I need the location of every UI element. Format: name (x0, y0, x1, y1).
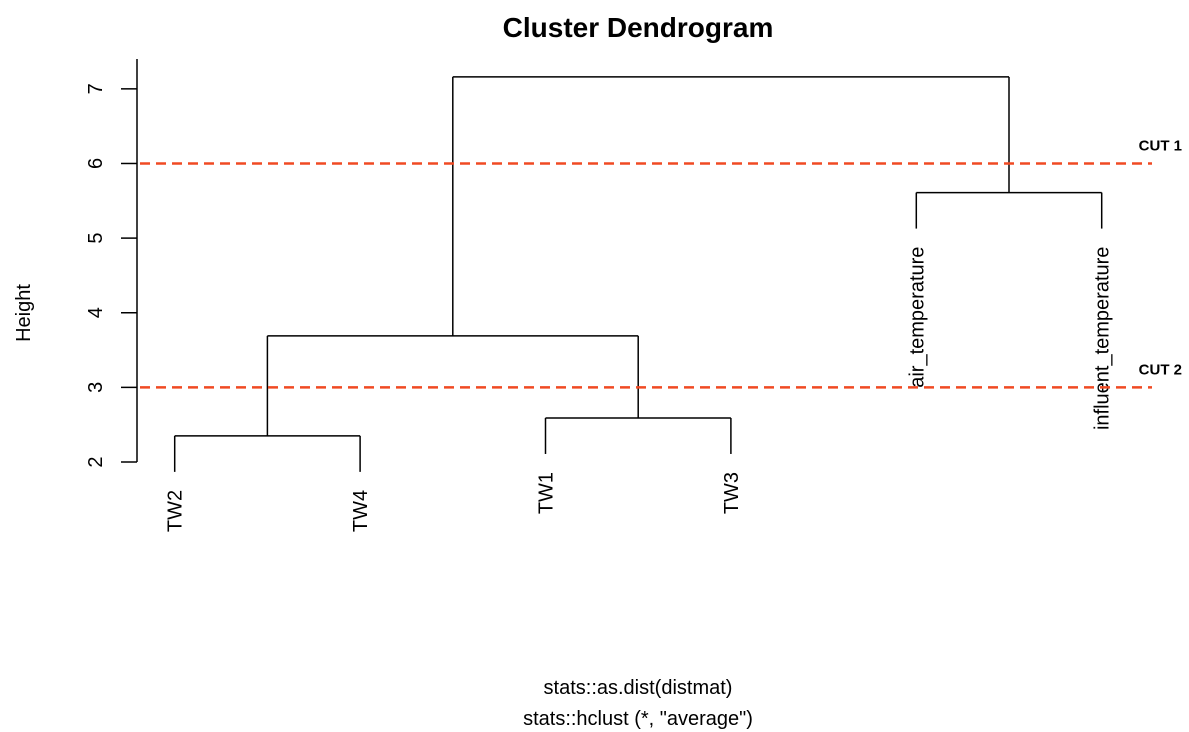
cut-label: CUT 1 (1139, 137, 1182, 154)
y-tick-label: 6 (85, 158, 107, 169)
chart-title: Cluster Dendrogram (503, 12, 774, 43)
y-tick-label: 5 (85, 233, 107, 244)
y-axis-label: Height (13, 284, 35, 342)
leaf-label: TW4 (350, 490, 372, 532)
leaf-label: TW2 (165, 490, 187, 532)
y-tick-label: 7 (85, 83, 107, 94)
leaf-label: TW3 (721, 472, 743, 514)
leaf-label: influent_temperature (1092, 247, 1114, 430)
cut-label: CUT 2 (1139, 361, 1182, 378)
x-axis-label: stats::hclust (*, "average") (523, 708, 753, 730)
leaf-label: air_temperature (906, 247, 928, 388)
x-axis-label: stats::as.dist(distmat) (544, 677, 733, 699)
y-tick-label: 2 (85, 456, 107, 467)
y-tick-label: 3 (85, 382, 107, 393)
leaf-label: TW1 (536, 472, 558, 514)
y-tick-label: 4 (85, 307, 107, 318)
